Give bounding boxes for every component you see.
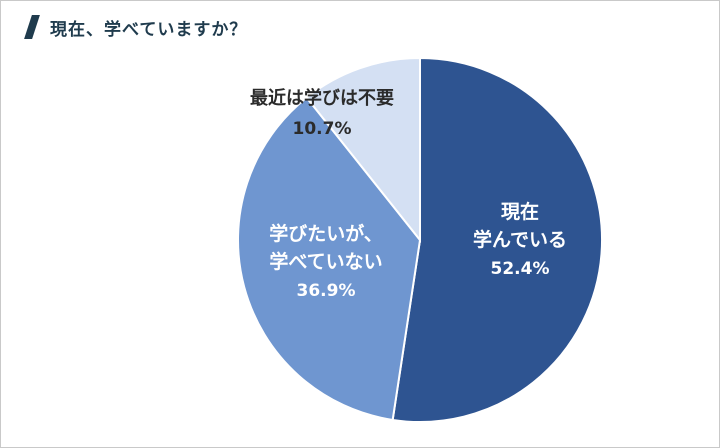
slice-label: 最近は学びは不要 — [250, 87, 394, 109]
slice-label: 学んでいる — [473, 228, 567, 251]
slice-value-label: 36.9% — [297, 281, 356, 301]
chart-header: 現在、学べていますか？ — [24, 12, 248, 42]
slice-no-need — [305, 56, 421, 243]
slice-label: 現在 — [501, 200, 539, 223]
slice-label: 学べていない — [269, 250, 382, 273]
pie-slices — [237, 56, 604, 423]
slice-value-label: 10.7% — [293, 119, 352, 139]
chart-title: 現在、学べていますか？ — [50, 19, 248, 40]
slice-want-but-cannot — [237, 96, 422, 422]
slice-value-label: 52.4% — [491, 259, 550, 279]
slice-currently-learning — [391, 56, 604, 423]
slice-label: 学びたいが、 — [269, 222, 383, 245]
